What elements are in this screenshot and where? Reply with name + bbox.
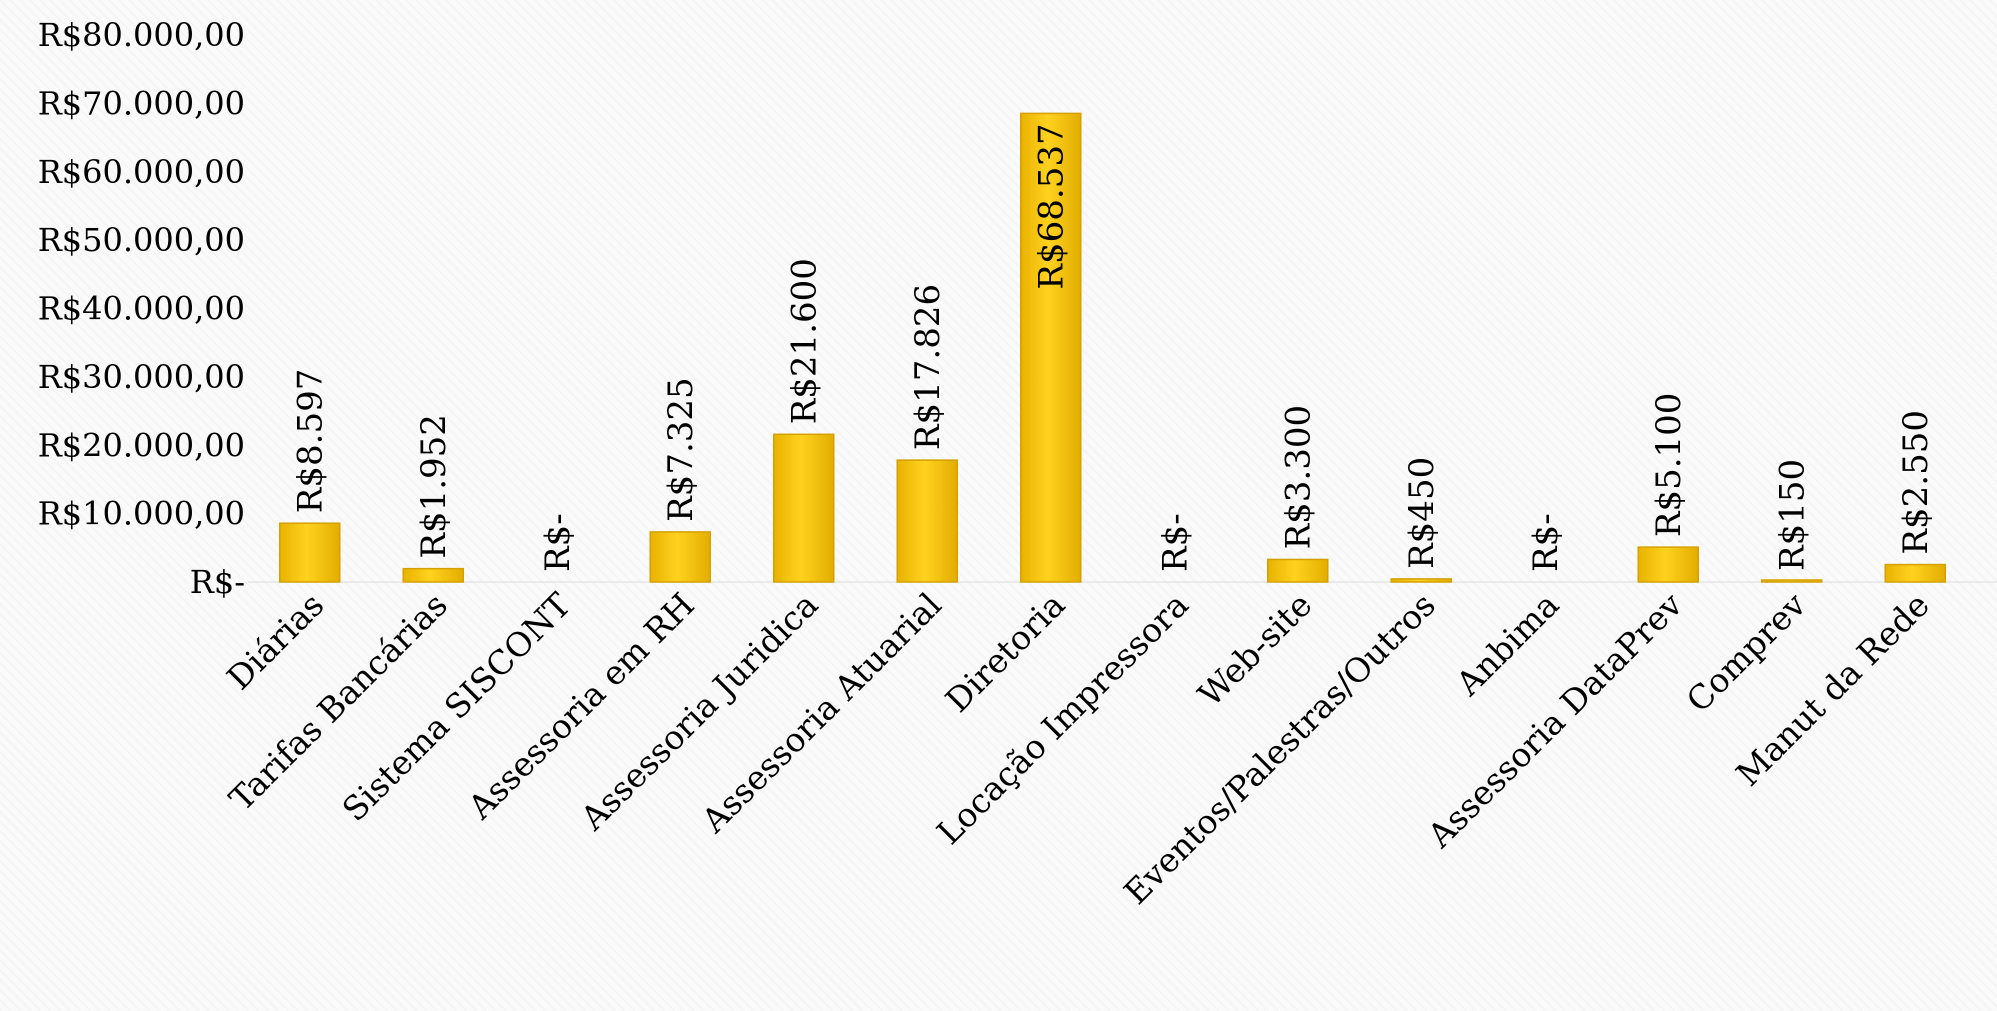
y-tick-label: R$- (190, 563, 245, 601)
y-tick-label: R$60.000,00 (38, 153, 245, 191)
data-label: R$- (1526, 513, 1566, 572)
data-labels: R$8.597 R$1.952 R$- R$7.325 R$21.600 R$17.826… (291, 123, 1937, 572)
y-tick-label: R$80.000,00 (38, 16, 245, 54)
y-tick-label: R$20.000,00 (38, 426, 245, 464)
data-label: R$17.826 (908, 284, 948, 450)
y-tick-label: R$10.000,00 (38, 495, 245, 533)
bar (402, 567, 464, 583)
data-label: R$68.537 (1032, 123, 1072, 289)
bar (649, 531, 711, 583)
y-axis: R$- R$10.000,00 R$20.000,00 R$30.000,00 R$40… (38, 16, 245, 601)
bar (1761, 579, 1823, 583)
data-label: R$1.952 (414, 414, 454, 559)
y-tick-label: R$30.000,00 (38, 358, 245, 396)
x-tick-label: Web-site (1190, 585, 1319, 714)
x-tick-label: Anbima (1448, 585, 1567, 704)
x-tick-label: Tarifas Bancárias (222, 585, 455, 818)
data-label: R$2.550 (1896, 410, 1936, 555)
x-tick-label: Assessoria DataPrev (1419, 585, 1690, 856)
x-tick-label: Diárias (219, 585, 331, 697)
bar (896, 459, 958, 583)
bar (279, 522, 341, 583)
x-tick-label: Comprev (1679, 585, 1814, 720)
x-tick-label: Assessoria em RH (460, 585, 702, 827)
y-tick-label: R$70.000,00 (38, 84, 245, 122)
bar (1267, 558, 1329, 583)
y-tick-label: R$40.000,00 (38, 290, 245, 328)
data-label: R$3.300 (1279, 405, 1319, 550)
data-label: R$150 (1773, 459, 1813, 571)
data-label: R$8.597 (291, 369, 331, 514)
bars (279, 112, 1946, 583)
y-tick-label: R$50.000,00 (38, 221, 245, 259)
data-label: R$5.100 (1649, 393, 1689, 538)
x-tick-label: Assessoria Juridica (572, 585, 825, 838)
x-tick-label: Sistema SISCONT (335, 585, 579, 829)
data-label: R$7.325 (661, 377, 701, 522)
bar (1884, 563, 1946, 583)
data-label: R$- (1155, 513, 1195, 572)
data-label: R$- (538, 513, 578, 572)
x-tick-label: Diretoria (938, 585, 1073, 720)
x-tick-label: Assessoria Atuarial (693, 585, 949, 841)
data-label: R$450 (1402, 457, 1442, 569)
x-tick-label: Locação Impressora (929, 585, 1196, 852)
bar (773, 433, 835, 583)
bar (1390, 578, 1452, 583)
bar (1637, 546, 1699, 583)
data-label: R$21.600 (785, 258, 825, 424)
bar (1020, 112, 1082, 583)
